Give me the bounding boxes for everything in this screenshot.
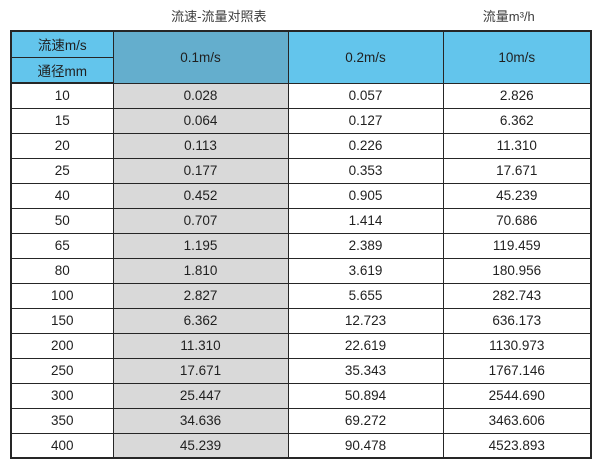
flow-rate-table: 流速m/s 0.1m/s 0.2m/s 10m/s 通径mm 10 0.028 … xyxy=(10,30,592,459)
column-header-10ms: 10m/s xyxy=(442,30,592,84)
flow-cell-0-1ms: 17.671 xyxy=(112,357,289,384)
flow-cell-0-2ms: 2.389 xyxy=(287,232,444,259)
flow-cell-0-2ms: 0.226 xyxy=(287,132,444,159)
diameter-cell: 100 xyxy=(10,282,114,309)
flow-cell-0-1ms: 0.113 xyxy=(112,132,289,159)
table-row: 300 25.447 50.894 2544.690 xyxy=(10,382,592,409)
flow-cell-0-1ms: 1.810 xyxy=(112,257,289,284)
flow-cell-0-1ms: 0.177 xyxy=(112,157,289,184)
flow-cell-0-2ms: 3.619 xyxy=(287,257,444,284)
table-row: 100 2.827 5.655 282.743 xyxy=(10,282,592,309)
column-header-0-2ms: 0.2m/s xyxy=(287,30,444,84)
flow-cell-0-2ms: 0.353 xyxy=(287,157,444,184)
flow-cell-0-2ms: 12.723 xyxy=(287,307,444,334)
flow-cell-10ms: 3463.606 xyxy=(442,407,592,434)
table-row: 40 0.452 0.905 45.239 xyxy=(10,182,592,209)
table-title: 流速-流量对照表 xyxy=(171,8,267,24)
flow-cell-10ms: 2544.690 xyxy=(442,382,592,409)
caption-row: 流速-流量对照表 流量m³/h xyxy=(10,0,590,30)
flow-cell-0-2ms: 0.057 xyxy=(287,82,444,109)
flow-cell-0-1ms: 0.028 xyxy=(112,82,289,109)
flow-cell-0-2ms: 69.272 xyxy=(287,407,444,434)
diameter-cell: 150 xyxy=(10,307,114,334)
diameter-cell: 400 xyxy=(10,432,114,459)
flow-cell-0-2ms: 0.127 xyxy=(287,107,444,134)
flow-cell-10ms: 45.239 xyxy=(442,182,592,209)
flow-cell-10ms: 17.671 xyxy=(442,157,592,184)
flow-cell-0-1ms: 25.447 xyxy=(112,382,289,409)
header-row-velocity: 流速m/s 0.1m/s 0.2m/s 10m/s xyxy=(10,30,592,84)
flow-cell-0-2ms: 5.655 xyxy=(287,282,444,309)
header-row-diameter: 通径mm xyxy=(10,56,591,84)
diameter-cell: 250 xyxy=(10,357,114,384)
flow-cell-10ms: 119.459 xyxy=(442,232,592,259)
table-row: 80 1.810 3.619 180.956 xyxy=(10,257,592,284)
table-header: 流速m/s 0.1m/s 0.2m/s 10m/s 通径mm xyxy=(10,30,592,84)
diameter-cell: 300 xyxy=(10,382,114,409)
diameter-cell: 65 xyxy=(10,232,114,259)
diameter-cell: 350 xyxy=(10,407,114,434)
table-row: 25 0.177 0.353 17.671 xyxy=(10,157,592,184)
column-header-0-1ms: 0.1m/s xyxy=(112,30,289,84)
flow-cell-0-1ms: 45.239 xyxy=(112,432,289,459)
flow-cell-0-2ms: 35.343 xyxy=(287,357,444,384)
flow-cell-10ms: 282.743 xyxy=(442,282,592,309)
flow-cell-0-2ms: 1.414 xyxy=(287,207,444,234)
velocity-corner-header: 流速m/s xyxy=(10,30,114,58)
table-row: 150 6.362 12.723 636.173 xyxy=(10,307,592,334)
diameter-cell: 40 xyxy=(10,182,114,209)
flow-cell-10ms: 70.686 xyxy=(442,207,592,234)
table-body: 10 0.028 0.057 2.826 15 0.064 0.127 6.36… xyxy=(10,82,592,459)
table-row: 10 0.028 0.057 2.826 xyxy=(10,82,592,109)
flow-cell-10ms: 2.826 xyxy=(442,82,592,109)
flow-cell-0-1ms: 34.636 xyxy=(112,407,289,434)
table-row: 250 17.671 35.343 1767.146 xyxy=(10,357,592,384)
flow-cell-0-2ms: 90.478 xyxy=(287,432,444,459)
table-row: 400 45.239 90.478 4523.893 xyxy=(10,432,592,459)
flow-cell-10ms: 636.173 xyxy=(442,307,592,334)
table-row: 50 0.707 1.414 70.686 xyxy=(10,207,592,234)
flow-cell-0-1ms: 0.707 xyxy=(112,207,289,234)
table-row: 350 34.636 69.272 3463.606 xyxy=(10,407,592,434)
diameter-cell: 25 xyxy=(10,157,114,184)
flow-cell-0-2ms: 0.905 xyxy=(287,182,444,209)
flow-cell-10ms: 4523.893 xyxy=(442,432,592,459)
flow-cell-0-1ms: 1.195 xyxy=(112,232,289,259)
diameter-cell: 50 xyxy=(10,207,114,234)
diameter-corner-header: 通径mm xyxy=(10,56,114,84)
table-row: 20 0.113 0.226 11.310 xyxy=(10,132,592,159)
flow-cell-0-1ms: 0.452 xyxy=(112,182,289,209)
diameter-cell: 20 xyxy=(10,132,114,159)
diameter-cell: 80 xyxy=(10,257,114,284)
flow-cell-0-1ms: 2.827 xyxy=(112,282,289,309)
flow-cell-10ms: 1130.973 xyxy=(442,332,592,359)
flow-cell-0-2ms: 50.894 xyxy=(287,382,444,409)
diameter-cell: 10 xyxy=(10,82,114,109)
flow-cell-10ms: 11.310 xyxy=(442,132,592,159)
flow-unit-label: 流量m³/h xyxy=(482,8,535,24)
diameter-cell: 200 xyxy=(10,332,114,359)
flow-cell-10ms: 6.362 xyxy=(442,107,592,134)
table-row: 200 11.310 22.619 1130.973 xyxy=(10,332,592,359)
flow-cell-0-1ms: 0.064 xyxy=(112,107,289,134)
flow-cell-0-1ms: 11.310 xyxy=(112,332,289,359)
flow-cell-10ms: 1767.146 xyxy=(442,357,592,384)
table-row: 65 1.195 2.389 119.459 xyxy=(10,232,592,259)
flow-cell-10ms: 180.956 xyxy=(442,257,592,284)
diameter-cell: 15 xyxy=(10,107,114,134)
flow-cell-0-2ms: 22.619 xyxy=(287,332,444,359)
flow-cell-0-1ms: 6.362 xyxy=(112,307,289,334)
table-row: 15 0.064 0.127 6.362 xyxy=(10,107,592,134)
